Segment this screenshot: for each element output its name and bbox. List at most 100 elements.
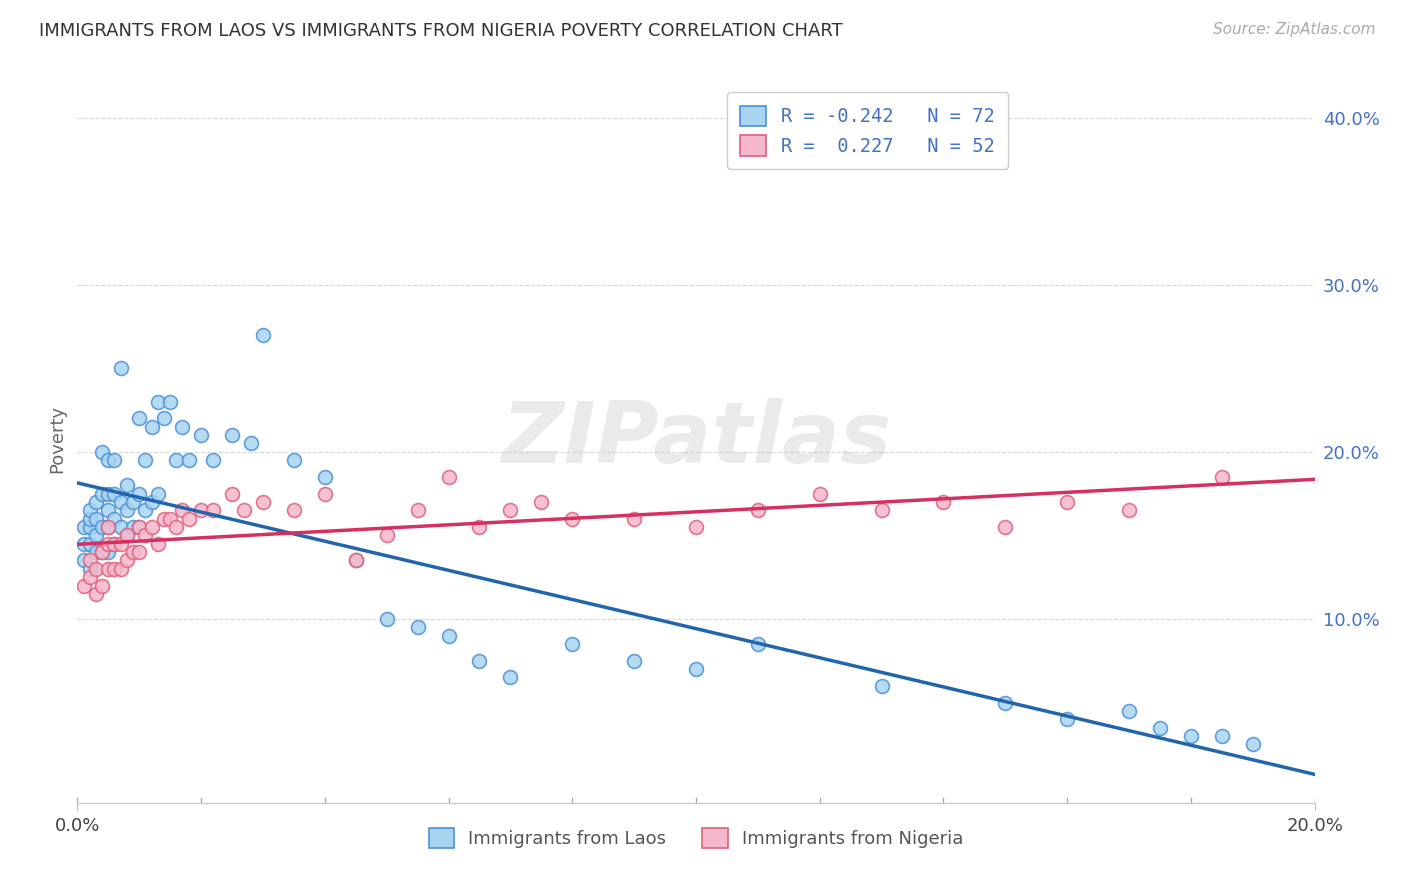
Point [79, 562, 101, 576]
Point [172, 419, 194, 434]
Point [1056, 712, 1078, 726]
Point [561, 637, 583, 651]
Point [146, 537, 169, 551]
Point [91, 545, 114, 559]
Point [97, 486, 120, 500]
Point [72, 578, 94, 592]
Point [134, 503, 156, 517]
Point [128, 486, 150, 500]
Point [808, 486, 831, 500]
Point [141, 419, 163, 434]
Point [128, 520, 150, 534]
Legend: Immigrants from Laos, Immigrants from Nigeria: Immigrants from Laos, Immigrants from Ni… [422, 822, 970, 855]
Point [103, 537, 125, 551]
Point [97, 520, 120, 534]
Point [202, 453, 225, 467]
Point [499, 503, 522, 517]
Point [233, 503, 256, 517]
Point [283, 503, 305, 517]
Point [134, 528, 156, 542]
Point [72, 537, 94, 551]
Point [79, 511, 101, 525]
Point [84, 495, 107, 509]
Point [134, 453, 156, 467]
Text: Source: ZipAtlas.com: Source: ZipAtlas.com [1212, 22, 1375, 37]
Point [115, 503, 138, 517]
Text: ZIPatlas: ZIPatlas [501, 398, 891, 481]
Point [252, 495, 274, 509]
Point [110, 562, 132, 576]
Point [932, 495, 955, 509]
Point [172, 503, 194, 517]
Point [115, 528, 138, 542]
Point [91, 486, 114, 500]
Point [141, 520, 163, 534]
Point [685, 662, 707, 676]
Point [1118, 704, 1140, 718]
Point [128, 411, 150, 425]
Point [375, 528, 398, 542]
Point [747, 637, 769, 651]
Point [870, 679, 893, 693]
Point [91, 545, 114, 559]
Point [530, 495, 553, 509]
Point [994, 520, 1017, 534]
Point [91, 578, 114, 592]
Point [146, 394, 169, 409]
Point [159, 511, 181, 525]
Point [190, 503, 212, 517]
Point [84, 562, 107, 576]
Point [79, 537, 101, 551]
Point [84, 587, 107, 601]
Point [437, 470, 460, 484]
Point [468, 654, 491, 668]
Point [623, 511, 645, 525]
Y-axis label: Poverty: Poverty [48, 405, 66, 474]
Point [146, 486, 169, 500]
Point [165, 520, 187, 534]
Point [344, 553, 367, 567]
Point [561, 511, 583, 525]
Point [165, 453, 187, 467]
Point [122, 545, 145, 559]
Point [128, 545, 150, 559]
Point [1180, 729, 1202, 743]
Point [97, 453, 120, 467]
Point [1118, 503, 1140, 517]
Point [79, 503, 101, 517]
Point [91, 520, 114, 534]
Point [103, 486, 125, 500]
Point [870, 503, 893, 517]
Point [115, 528, 138, 542]
Point [153, 511, 176, 525]
Point [239, 436, 262, 450]
Point [110, 361, 132, 376]
Point [122, 495, 145, 509]
Point [344, 553, 367, 567]
Point [747, 503, 769, 517]
Point [468, 520, 491, 534]
Point [115, 478, 138, 492]
Point [110, 537, 132, 551]
Point [623, 654, 645, 668]
Point [84, 545, 107, 559]
Point [252, 327, 274, 342]
Point [97, 503, 120, 517]
Point [128, 520, 150, 534]
Point [437, 629, 460, 643]
Point [375, 612, 398, 626]
Point [97, 545, 120, 559]
Point [79, 520, 101, 534]
Point [314, 470, 336, 484]
Point [72, 520, 94, 534]
Point [994, 696, 1017, 710]
Point [110, 520, 132, 534]
Point [1241, 737, 1264, 751]
Point [103, 537, 125, 551]
Point [202, 503, 225, 517]
Point [103, 562, 125, 576]
Point [79, 553, 101, 567]
Point [314, 486, 336, 500]
Point [685, 520, 707, 534]
Point [153, 411, 176, 425]
